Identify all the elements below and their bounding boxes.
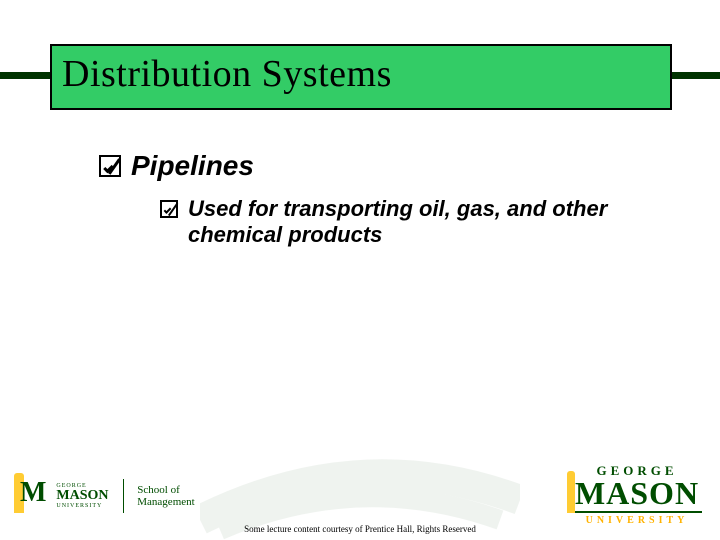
logo-left-stack: GEORGE MASON UNIVERSITY (56, 483, 108, 509)
bullet-level-1: Pipelines (99, 150, 254, 182)
watermark-swoosh (200, 420, 520, 540)
logo-right-mason: MASON (575, 479, 699, 508)
checkbox-icon (99, 155, 121, 177)
checkbox-icon (160, 200, 178, 218)
logo-school-of-management: M GEORGE MASON UNIVERSITY School of Mana… (14, 470, 214, 522)
gmu-mark-icon: M (14, 473, 48, 519)
logo-left-mason: MASON (56, 489, 108, 503)
logo-gmu: GEORGE MASON UNIVERSITY (572, 463, 702, 526)
bullet-level-2: Used for transporting oil, gas, and othe… (160, 196, 650, 249)
logo-rule (572, 511, 702, 513)
statue-icon (567, 471, 575, 513)
logo-school-name: School of Management (137, 484, 214, 508)
bullet-2-text: Used for transporting oil, gas, and othe… (188, 196, 650, 249)
footer-attribution: Some lecture content courtesy of Prentic… (0, 524, 720, 534)
logo-divider (123, 479, 124, 513)
bullet-1-text: Pipelines (131, 150, 254, 182)
slide-title: Distribution Systems (62, 52, 392, 96)
logo-left-university: UNIVERSITY (56, 503, 108, 509)
slide: Distribution Systems Pipelines Used for … (0, 0, 720, 540)
